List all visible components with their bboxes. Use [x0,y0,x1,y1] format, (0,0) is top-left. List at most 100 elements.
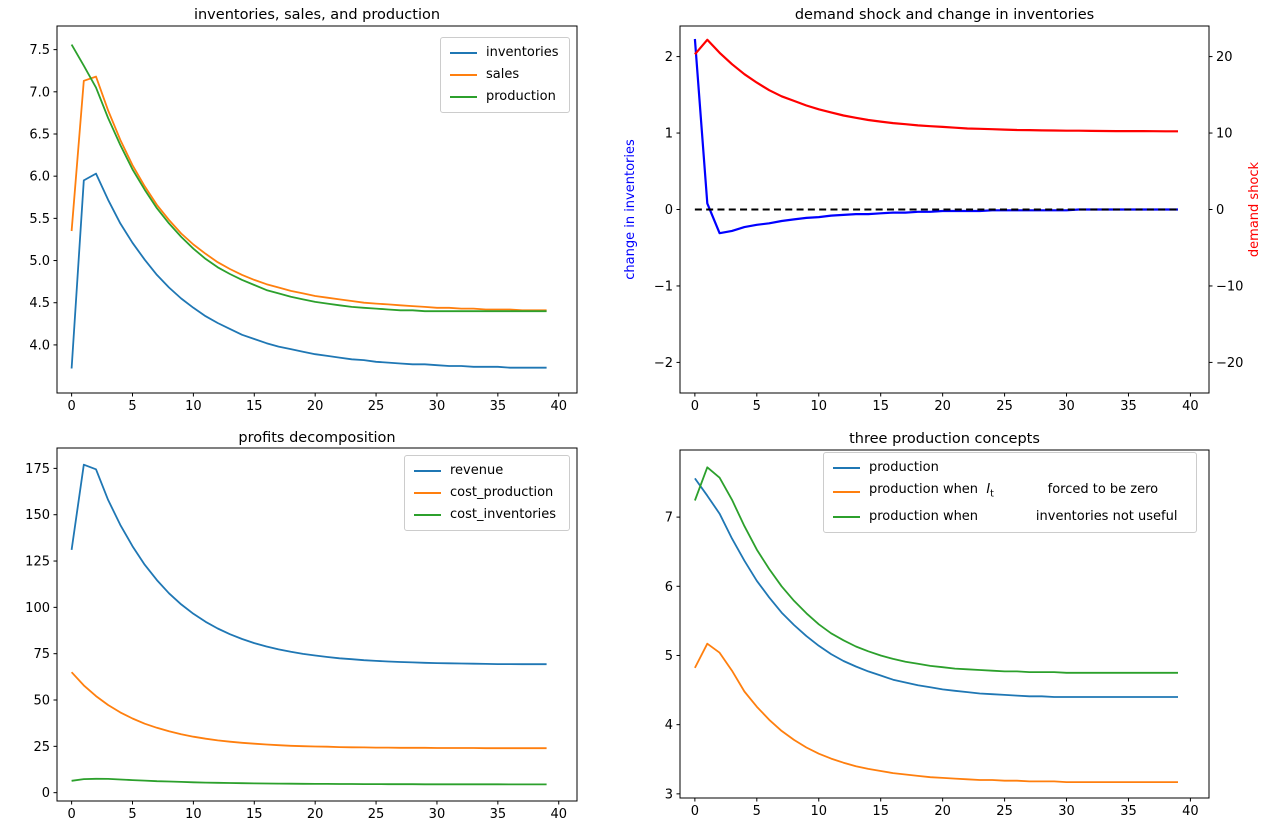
x-tick-label: 20 [307,399,324,414]
right-y-axis-label: demand shock [1247,161,1262,257]
y2-tick-label: 20 [1216,50,1233,65]
legend-entry-label: production [869,460,939,475]
series-cost-production-line [70,671,547,750]
demand-shock-plot: 0 5 10 15 20 25 30 35 40−2−1012−20−1001020change… [623,25,1262,414]
legend-entry-label: cost_inventories [450,507,557,522]
axes-spines [679,449,1210,799]
x-tick-label: 5 [753,804,761,819]
x-tick-label: 0 [691,804,699,819]
y-tick-label: 5.0 [29,254,50,269]
series-production-when-inventories-not-useful-line [694,466,1178,674]
legend-entry-production-when-i-t-forced-to-be-zero: production when It forced to be zero [833,482,1187,503]
legend-box: revenue cost_production cost_inventories [404,455,570,531]
series-revenue-line [70,463,547,666]
x-tick-label: 40 [1182,804,1199,819]
legend-line-swatch [450,96,477,98]
chart-three-production-concepts: three production concepts 0 5 10 15 20 25 30 35… [638,417,1277,834]
chart-demand-shock-change-in-inventories: demand shock and change in inventories 0… [623,0,1277,417]
x-tick-label: 30 [1058,804,1075,819]
x-tick-label: 40 [550,399,567,414]
y-tick-label: 75 [33,647,50,662]
y-tick-label: 5 [665,649,673,664]
series-change-in-inventories-line [693,38,1178,235]
legend-box: inventories sales production [440,37,570,113]
series-demand-shock-line [694,38,1178,133]
legend-line-swatch [414,470,441,472]
x-tick-label: 5 [128,807,136,822]
x-tick-label: 0 [691,399,699,414]
x-tick-label: 5 [753,399,761,414]
inventories-sales-production-plot: 0 5 10 15 20 25 30 35 40 4.0 4.5 5.0 5.5 6.0 6.5 7.0 7.5 [29,25,578,414]
legend-entry-production: production [833,460,1187,476]
x-tick-label: 15 [872,804,889,819]
legend-entry-production: production [450,89,560,105]
x-tick-label: 10 [185,807,202,822]
y2-tick-label: −10 [1216,279,1243,294]
y-tick-label: 7 [665,511,673,526]
legend-entry-revenue: revenue [414,463,560,479]
chart-profits-decomposition: profits decomposition 0 5 10 15 20 25 30 35 40 0 2… [0,417,638,834]
x-tick-label: 20 [934,399,951,414]
legend-line-swatch [414,492,441,494]
axes-spines [56,25,578,394]
y-tick-label: 3 [665,787,673,802]
series-sales-line [70,75,547,312]
y2-tick-label: 10 [1216,127,1233,142]
x-tick-label: 30 [429,399,446,414]
series-production-when-i-t-forced-to-be-zero-line [694,642,1178,784]
y2-tick-label: −20 [1216,356,1243,371]
y-tick-label: −2 [654,356,673,371]
legend-entry-label: production when It forced to be zero [869,482,1159,500]
legend-box: production production when It forced to b… [823,452,1197,533]
series-cost-inventories-line [71,777,547,786]
y-tick-label: 2 [665,50,673,65]
legend-line-swatch [833,515,860,518]
y-tick-label: 6 [665,580,673,595]
y-tick-label: 175 [25,462,50,477]
x-tick-label: 35 [1120,804,1137,819]
chart-title: inventories, sales, and production [193,7,441,23]
legend-entry-label: inventories [486,45,559,60]
y-tick-label: 4.5 [29,296,50,311]
y-tick-label: 4.0 [29,338,50,353]
chart-inventories-sales-production: inventories, sales, and production 0 5 10 1… [0,0,638,417]
series-production-line [70,44,547,313]
profits-decomposition-plot: 0 5 10 15 20 25 30 35 40 0 25 50 75 100 125 150 175 [25,447,578,822]
left-y-axis-label: change in inventories [623,139,638,280]
y-tick-label: 125 [25,555,50,570]
legend-entry-cost-production: cost_production [414,485,560,501]
legend-line-swatch [833,467,860,469]
x-tick-label: 20 [307,807,324,822]
legend-line-swatch [414,514,441,516]
y-tick-label: 25 [33,740,50,755]
y-tick-label: 0 [665,203,673,218]
x-tick-label: 20 [934,804,951,819]
legend-line-swatch [450,74,477,76]
legend-line-swatch [833,491,860,494]
x-tick-label: 35 [1120,399,1137,414]
x-tick-label: 25 [996,399,1013,414]
series-production-line [694,477,1178,698]
legend-entry-production-when-inventories-not-useful: production when inventories not useful [833,509,1187,525]
math-subscript-t: t [990,488,994,500]
y2-tick-label: 0 [1216,203,1224,218]
legend-line-swatch [450,52,477,54]
y-tick-label: 4 [665,718,673,733]
y-tick-label: 7.5 [29,43,50,58]
y-tick-label: −1 [654,279,673,294]
x-tick-label: 5 [128,399,136,414]
x-tick-label: 30 [429,807,446,822]
axes-spines [56,447,578,802]
y-tick-label: 6.5 [29,127,50,142]
x-tick-label: 10 [810,804,827,819]
legend-entry-sales: sales [450,67,560,83]
x-tick-label: 35 [490,399,507,414]
x-tick-label: 10 [185,399,202,414]
x-tick-label: 25 [368,807,385,822]
math-italic-I: I [986,482,991,497]
x-tick-label: 40 [550,807,567,822]
y-tick-label: 1 [665,127,673,142]
chart-title: demand shock and change in inventories [794,7,1095,23]
x-tick-label: 40 [1182,399,1199,414]
